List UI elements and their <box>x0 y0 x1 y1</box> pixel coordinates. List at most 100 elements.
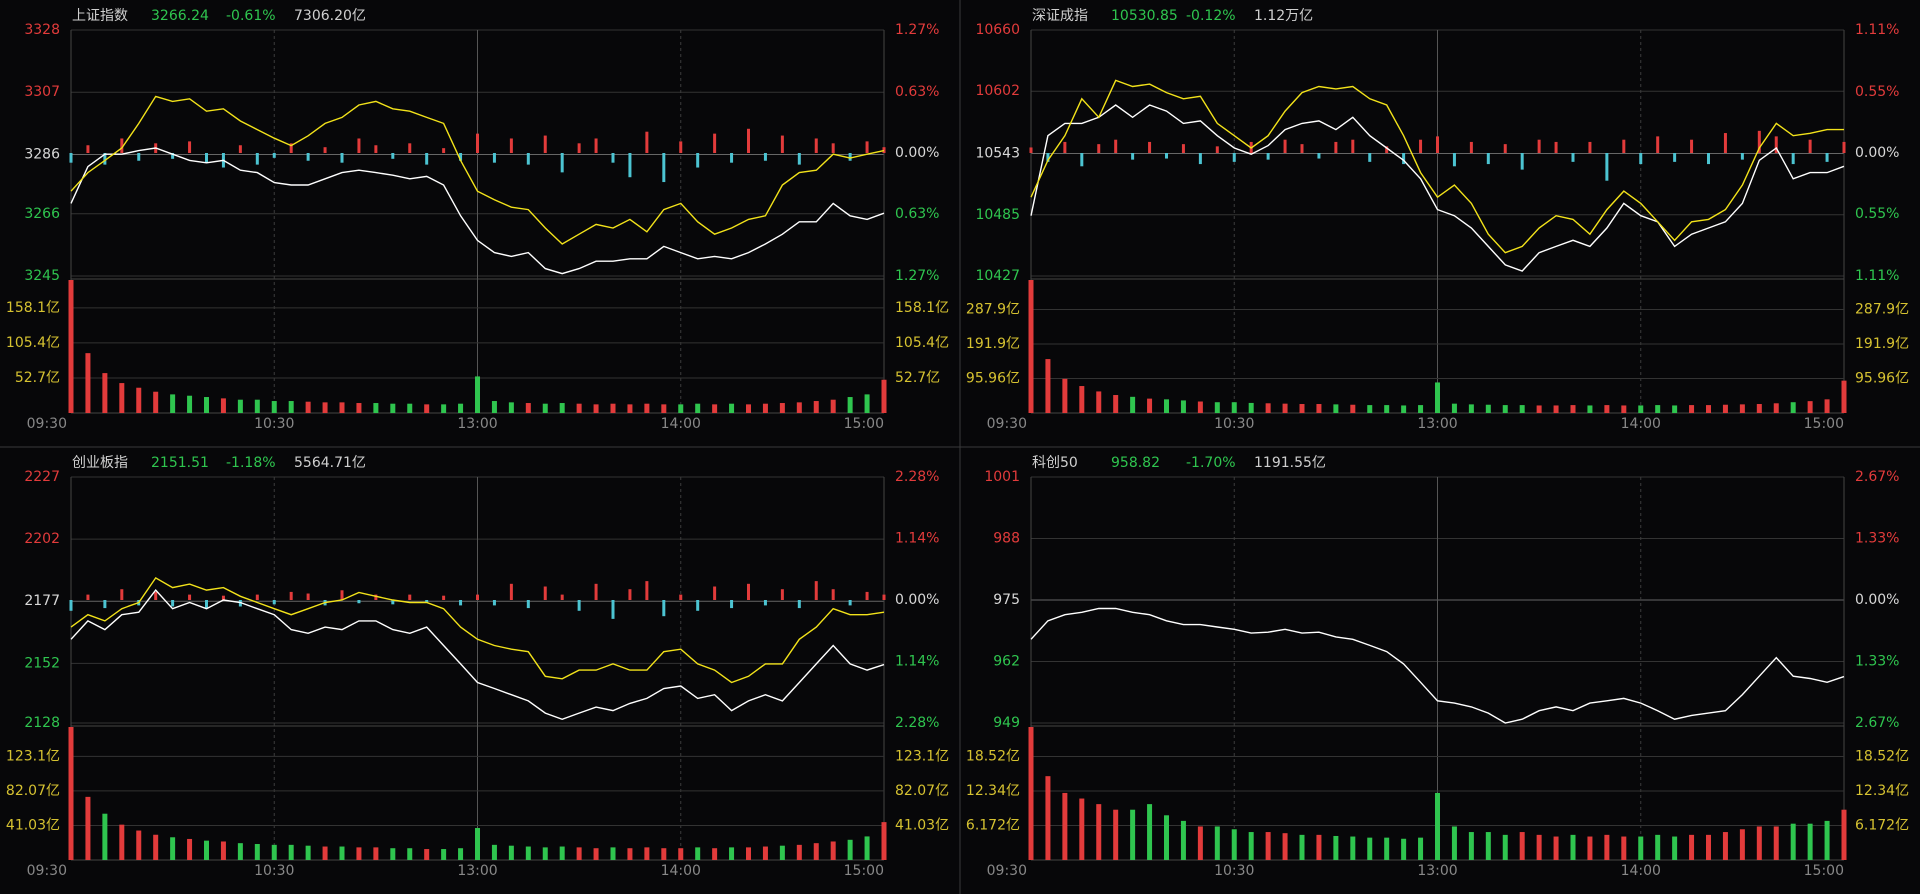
volume-bar <box>1164 815 1169 860</box>
strength-bar <box>831 143 835 153</box>
strength-bar <box>272 153 276 158</box>
volume-bar <box>1316 404 1322 413</box>
strength-bar <box>747 128 750 153</box>
index-amount: 5564.71亿 <box>294 455 366 471</box>
volume-bar <box>644 847 650 860</box>
strength-bar <box>205 600 208 609</box>
strength-bar <box>509 138 513 153</box>
volume-bar <box>220 398 226 413</box>
strength-bar <box>1198 153 1202 165</box>
volume-bar <box>1706 405 1711 413</box>
strength-bar <box>882 147 886 153</box>
volume-bar <box>1079 798 1085 860</box>
strength-bar <box>1283 139 1287 153</box>
chart-panel: 深证成指 10530.85 -0.12% 1.12万亿 10660 10602 10543 1… <box>966 8 1909 432</box>
strength-bar <box>492 153 496 163</box>
strength-bar <box>69 153 73 163</box>
price-line <box>70 576 885 684</box>
strength-bar <box>543 135 547 153</box>
volume-tick-label: 123.1亿 <box>895 748 949 764</box>
y2-tick-label: 1.33% <box>1855 531 1899 547</box>
y2-tick-label: 1.14% <box>895 531 939 547</box>
index-amount: 7306.20亿 <box>294 8 366 24</box>
volume-tick-label: 158.1亿 <box>895 300 949 316</box>
volume-bar <box>695 847 701 860</box>
y-tick-label: 2128 <box>24 715 60 731</box>
strength-bar <box>1232 153 1236 162</box>
strength-bar <box>1114 139 1118 153</box>
volume-bar <box>712 848 718 860</box>
volume-bar <box>1655 834 1661 860</box>
volume-bar <box>1418 405 1424 413</box>
strength-bar <box>1503 144 1507 153</box>
strength-bar <box>86 594 90 600</box>
volume-bar <box>1739 829 1745 860</box>
strength-bar <box>797 600 801 609</box>
strength-bar <box>1520 153 1524 170</box>
volume-bar <box>746 847 751 860</box>
strength-bar <box>1402 153 1406 165</box>
strength-bar <box>1825 153 1829 162</box>
volume-bar <box>695 403 701 413</box>
strength-bar <box>1639 153 1643 165</box>
volume-bar <box>1485 404 1491 413</box>
strength-bar <box>679 141 683 153</box>
strength-bar <box>442 148 446 153</box>
y2-tick-label: 2.67% <box>1855 715 1899 731</box>
x-tick-label: 14:00 <box>1621 863 1661 879</box>
x-tick-label: 10:30 <box>254 416 294 432</box>
strength-bar <box>1622 139 1626 153</box>
strength-bar <box>1148 141 1152 153</box>
y2-tick-label: 0.00% <box>895 592 939 608</box>
volume-bar <box>1384 837 1390 860</box>
volume-bar <box>1350 836 1356 860</box>
index-change: -1.70% <box>1186 455 1236 471</box>
volume-tick-label: 6.172亿 <box>1855 818 1909 834</box>
y2-tick-label: 0.00% <box>895 145 939 161</box>
volume-bar <box>830 399 836 413</box>
strength-bar <box>459 153 463 161</box>
volume-bar <box>1655 405 1661 413</box>
volume-bar <box>847 839 853 860</box>
x-tick-label: 14:00 <box>1621 416 1661 432</box>
strength-bar <box>560 153 564 173</box>
volume-bar <box>1621 836 1627 860</box>
x-tick-label: 14:00 <box>661 863 701 879</box>
volume-bar <box>1519 832 1525 860</box>
strength-bar <box>120 138 124 153</box>
volume-bar <box>813 401 819 413</box>
volume-bar <box>542 847 548 860</box>
strength-bar <box>1757 130 1761 153</box>
y2-tick-label: 1.11% <box>1855 22 1899 38</box>
index-price: 3266.24 <box>151 8 209 24</box>
volume-bar <box>119 824 125 860</box>
volume-bar <box>881 379 887 413</box>
strength-bar <box>476 594 479 600</box>
volume-bar <box>254 844 260 860</box>
volume-bar <box>678 848 684 860</box>
strength-bar <box>526 153 530 165</box>
strength-bar <box>526 600 530 609</box>
volume-bar <box>661 404 667 413</box>
strength-bar <box>865 591 869 600</box>
strength-bar <box>1063 141 1067 153</box>
volume-bar <box>1502 834 1508 860</box>
volume-bar <box>339 402 345 413</box>
strength-bar <box>831 589 835 600</box>
strength-bar <box>730 153 734 163</box>
volume-bar <box>1248 832 1254 860</box>
strength-bar <box>763 153 767 161</box>
price-line <box>1030 104 1845 272</box>
price-line <box>1030 607 1845 724</box>
x-tick-label: 13:00 <box>1417 863 1457 879</box>
volume-bar <box>1096 804 1102 860</box>
strength-bar <box>814 138 818 153</box>
y-tick-label: 2177 <box>24 593 60 609</box>
volume-tick-label: 191.9亿 <box>966 336 1020 352</box>
volume-bar <box>1689 405 1695 413</box>
strength-bar <box>69 600 73 611</box>
strength-bar <box>628 153 632 178</box>
chart-panel: 上证指数 3266.24 -0.61% 7306.20亿 3328 3307 3286 326… <box>6 8 949 432</box>
volume-bar <box>1807 401 1813 413</box>
strength-bar <box>255 153 259 165</box>
